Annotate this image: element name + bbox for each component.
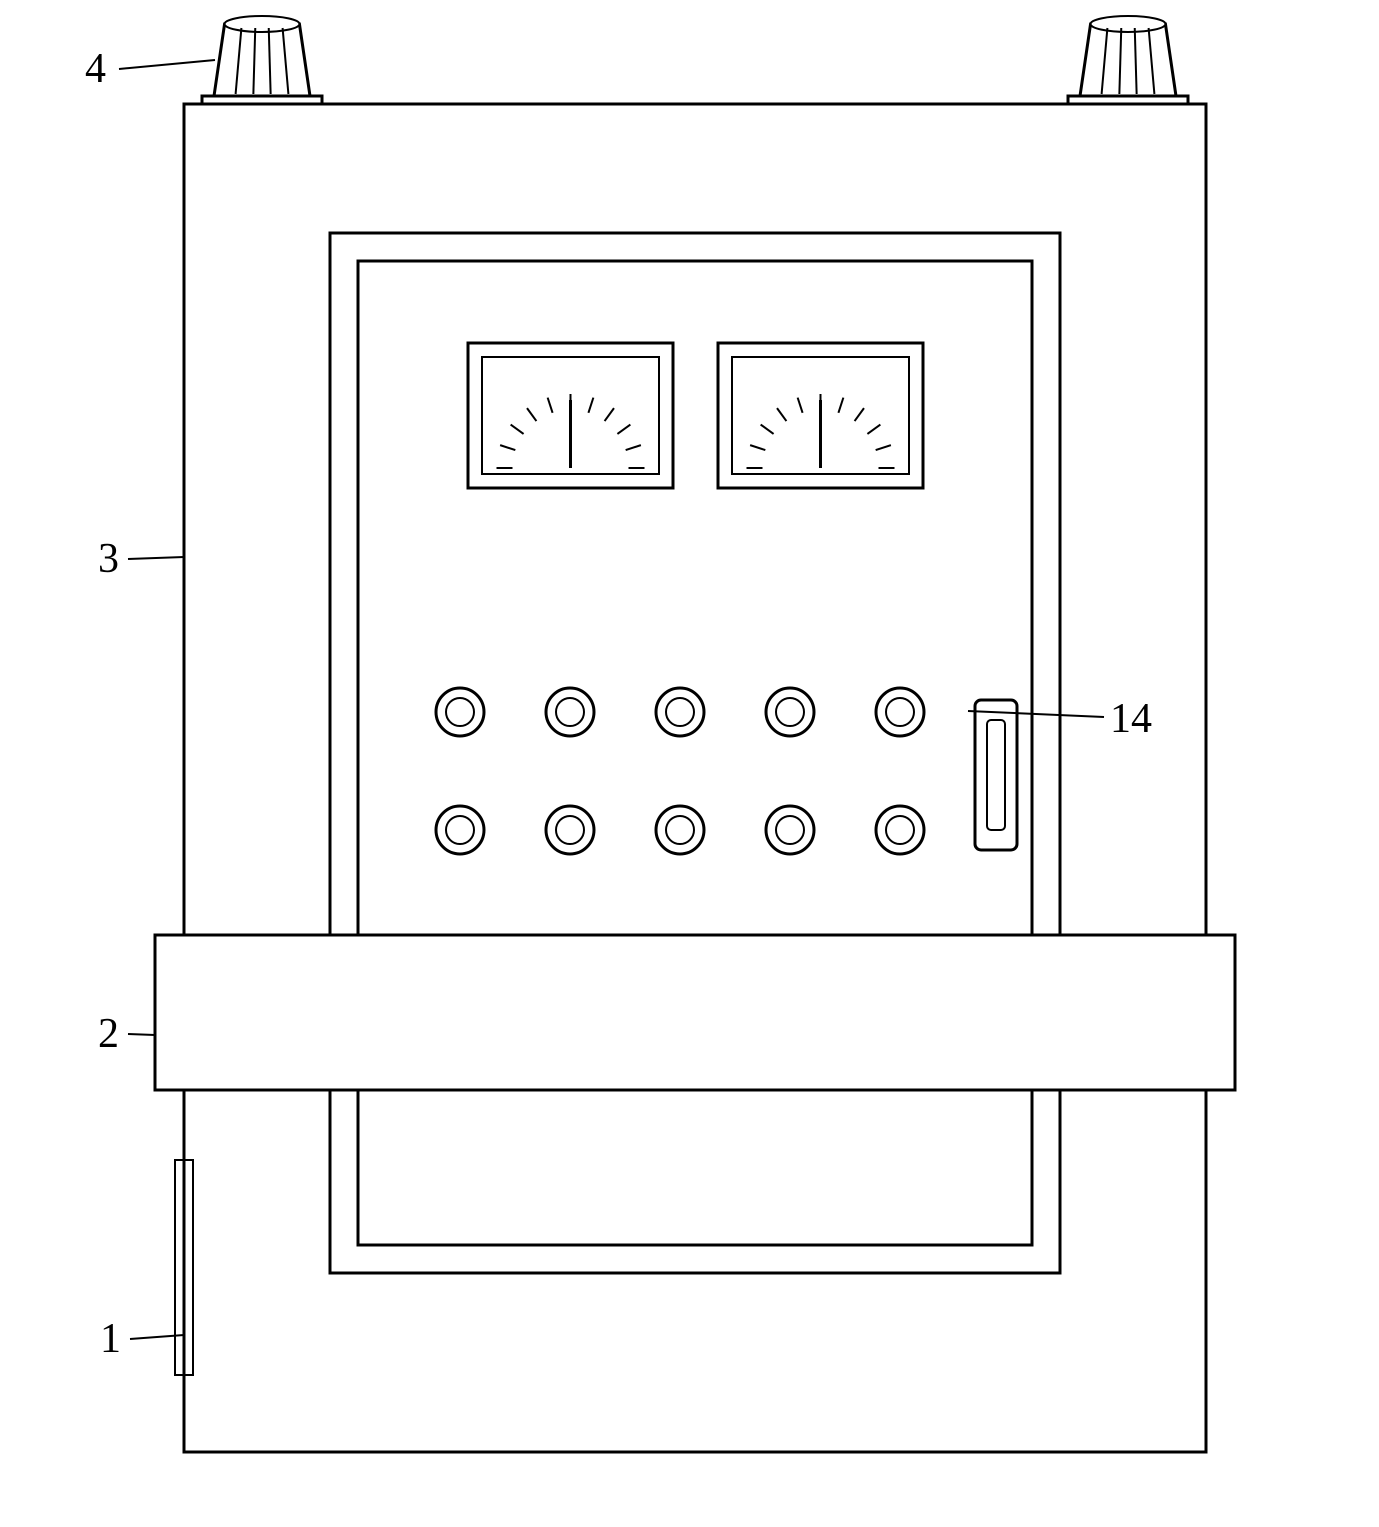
label-4: 4	[85, 45, 106, 93]
label-1: 1	[100, 1315, 121, 1363]
label-3: 3	[98, 535, 119, 583]
diagram-svg	[0, 0, 1379, 1527]
label-2: 2	[98, 1010, 119, 1058]
label-14: 14	[1110, 695, 1152, 743]
